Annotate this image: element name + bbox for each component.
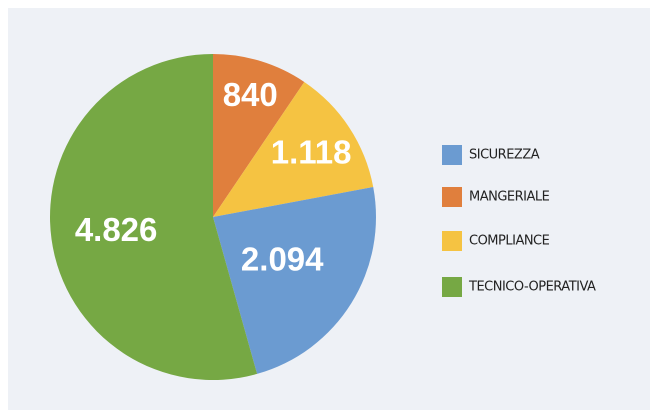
legend-swatch (442, 187, 462, 207)
pie-slice (49, 54, 258, 380)
pie-slice (213, 187, 376, 374)
legend-swatch (442, 231, 462, 251)
legend-swatch (442, 277, 462, 297)
legend-swatch (442, 145, 462, 165)
legend-label: SICUREZZA (469, 148, 540, 163)
value-label: 1.118 (271, 133, 352, 170)
value-label: 840 (223, 76, 278, 113)
legend-label: MANGERIALE (469, 190, 550, 205)
pie-slice (213, 81, 374, 217)
value-label: 2.094 (241, 241, 324, 278)
value-label: 4.826 (75, 211, 158, 248)
pie-slice (213, 54, 305, 217)
legend-label: TECNICO-OPERATIVA (468, 280, 596, 295)
legend-label: COMPLIANCE (469, 234, 550, 249)
